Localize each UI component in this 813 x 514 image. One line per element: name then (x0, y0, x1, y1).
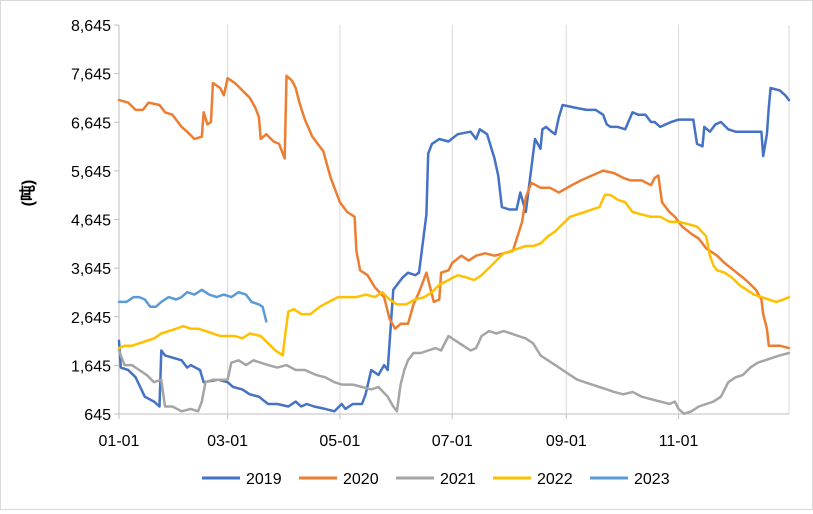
y-tick-label: 5,645 (71, 164, 111, 181)
series-line-2019 (117, 86, 791, 413)
legend-label-2023: 2023 (634, 471, 670, 488)
y-tick-label: 6,645 (71, 115, 111, 132)
x-tick-label: 09-01 (546, 433, 587, 450)
y-tick-labels: 645 1,645 2,645 3,645 4,645 5,645 6,645 7,645 8,… (71, 18, 111, 424)
x-tick-label: 11-01 (659, 433, 699, 450)
series-line-2021 (117, 329, 791, 416)
y-tick-label: 1,645 (71, 358, 111, 375)
grid-lines (227, 25, 790, 414)
legend-label-2019: 2019 (246, 471, 282, 488)
y-tick-label: 2,645 (71, 310, 111, 327)
series-line-2023 (117, 288, 268, 323)
y-axis-label: (吨) (18, 180, 37, 207)
legend-label-2021: 2021 (440, 471, 476, 488)
y-tick-label: 7,645 (71, 67, 111, 84)
series-line-2022 (117, 193, 791, 357)
series-line-2020 (117, 74, 791, 350)
y-tick-label: 645 (84, 407, 111, 424)
y-tick-label: 8,645 (71, 18, 111, 35)
y-tick-label: 3,645 (71, 261, 111, 278)
legend-label-2022: 2022 (537, 471, 573, 488)
x-tick-label: 07-01 (432, 433, 473, 450)
x-tick-labels: 01-01 03-01 05-01 07-01 09-01 11-01 (99, 433, 699, 450)
x-tick-label: 05-01 (319, 433, 360, 450)
x-tick-label: 01-01 (99, 433, 140, 450)
legend: 2019 2020 2021 2022 2023 (202, 471, 670, 488)
series-lines (117, 74, 791, 416)
legend-label-2020: 2020 (343, 471, 379, 488)
x-tick-label: 03-01 (207, 433, 248, 450)
y-tick-label: 4,645 (71, 213, 111, 230)
